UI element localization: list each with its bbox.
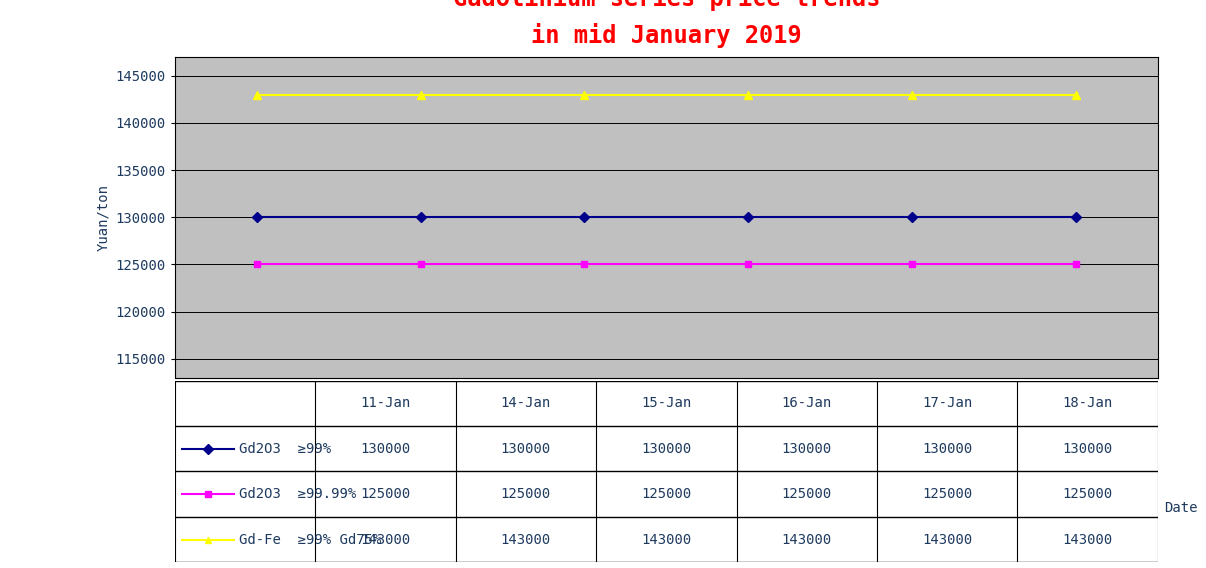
Gd2O3  ≥99.99% <box>250 261 264 268</box>
Text: 143000: 143000 <box>781 533 832 546</box>
Text: 18-Jan: 18-Jan <box>1062 396 1113 410</box>
Text: Date: Date <box>1164 502 1198 515</box>
Line: Gd2O3  ≥99%: Gd2O3 ≥99% <box>253 214 1079 221</box>
Text: Gd-Fe  ≥99% Gd75%: Gd-Fe ≥99% Gd75% <box>240 533 382 546</box>
Gd2O3  ≥99% <box>250 214 264 221</box>
Text: 15-Jan: 15-Jan <box>642 396 691 410</box>
Text: 130000: 130000 <box>781 442 832 456</box>
Gd2O3  ≥99% <box>904 214 919 221</box>
Line: Gd-Fe  ≥99% Gd75%: Gd-Fe ≥99% Gd75% <box>252 90 1081 99</box>
Gd2O3  ≥99% <box>578 214 592 221</box>
Gd-Fe  ≥99% Gd75% <box>1069 91 1083 98</box>
Gd2O3  ≥99.99% <box>1069 261 1083 268</box>
Gd-Fe  ≥99% Gd75% <box>578 91 592 98</box>
Text: 16-Jan: 16-Jan <box>781 396 832 410</box>
Text: 143000: 143000 <box>923 533 972 546</box>
Text: 125000: 125000 <box>361 487 410 501</box>
Gd2O3  ≥99.99% <box>904 261 919 268</box>
Text: 125000: 125000 <box>923 487 972 501</box>
Text: 143000: 143000 <box>361 533 410 546</box>
Gd2O3  ≥99.99% <box>578 261 592 268</box>
Text: 14-Jan: 14-Jan <box>500 396 551 410</box>
Y-axis label: Yuan/ton: Yuan/ton <box>96 184 110 250</box>
Gd2O3  ≥99% <box>740 214 755 221</box>
Text: Gd2O3  ≥99.99%: Gd2O3 ≥99.99% <box>240 487 357 501</box>
Text: 130000: 130000 <box>361 442 410 456</box>
Text: 130000: 130000 <box>642 442 691 456</box>
Text: 143000: 143000 <box>1062 533 1113 546</box>
Gd2O3  ≥99% <box>1069 214 1083 221</box>
Text: 11-Jan: 11-Jan <box>361 396 410 410</box>
Text: 17-Jan: 17-Jan <box>923 396 972 410</box>
Text: 125000: 125000 <box>500 487 551 501</box>
Text: 125000: 125000 <box>781 487 832 501</box>
Text: 130000: 130000 <box>1062 442 1113 456</box>
Text: 125000: 125000 <box>1062 487 1113 501</box>
Gd2O3  ≥99% <box>414 214 428 221</box>
Text: 143000: 143000 <box>642 533 691 546</box>
Gd-Fe  ≥99% Gd75% <box>414 91 428 98</box>
Gd-Fe  ≥99% Gd75% <box>250 91 264 98</box>
Text: 125000: 125000 <box>642 487 691 501</box>
Gd2O3  ≥99.99% <box>414 261 428 268</box>
Gd-Fe  ≥99% Gd75% <box>904 91 919 98</box>
Text: 130000: 130000 <box>500 442 551 456</box>
Text: 143000: 143000 <box>500 533 551 546</box>
Gd2O3  ≥99.99% <box>740 261 755 268</box>
Text: 130000: 130000 <box>923 442 972 456</box>
Title: Gadolinium series price trends
in mid January 2019: Gadolinium series price trends in mid Ja… <box>452 0 880 48</box>
Line: Gd2O3  ≥99.99%: Gd2O3 ≥99.99% <box>253 261 1079 268</box>
Gd-Fe  ≥99% Gd75% <box>740 91 755 98</box>
Text: Gd2O3  ≥99%: Gd2O3 ≥99% <box>240 442 332 456</box>
